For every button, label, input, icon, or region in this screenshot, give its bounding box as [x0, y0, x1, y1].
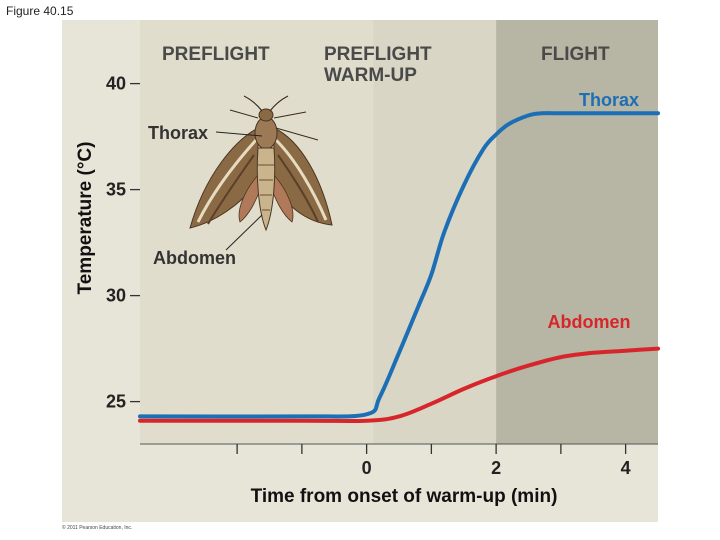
- moth-left-hindwing: [238, 174, 261, 223]
- series-label-abdomen: Abdomen: [548, 312, 631, 332]
- y-tick-label: 40: [106, 74, 126, 94]
- axis-ticks: [130, 82, 627, 454]
- phase-band-3: [496, 20, 658, 444]
- moth-head: [258, 108, 274, 122]
- moth-left-stripe-2: [207, 154, 255, 225]
- y-axis-title: Temperature (°C): [75, 142, 96, 295]
- moth-thorax-label: Thorax: [148, 123, 208, 143]
- moth-right-hindwing: [271, 174, 294, 223]
- phase-band-2: [373, 20, 497, 444]
- series-line-abdomen: [138, 346, 660, 424]
- phase-label-1: PREFLIGHT: [162, 44, 270, 65]
- phase-bands: [140, 20, 658, 445]
- series-line-thorax: [138, 111, 660, 419]
- moth-abdomen-label: Abdomen: [153, 248, 236, 268]
- thorax-pointer-line: [215, 131, 263, 137]
- moth-left-antenna: [243, 95, 263, 112]
- phase-label-line: FLIGHT: [541, 44, 610, 65]
- moth-left-stripe: [196, 138, 258, 223]
- moth-thorax: [254, 116, 278, 150]
- x-axis-title: Time from onset of warm-up (min): [251, 486, 558, 507]
- moth-abdomen: [256, 147, 276, 232]
- moth-leg-2: [273, 111, 307, 119]
- series-labels: Thorax Abdomen: [548, 90, 640, 332]
- phase-label-line: PREFLIGHT: [324, 44, 432, 65]
- y-tick-label: 30: [106, 286, 126, 306]
- figure-label: Figure 40.15: [6, 4, 74, 18]
- moth-right-stripe-2: [277, 154, 319, 223]
- x-tick-labels: 0 2 4: [362, 458, 631, 478]
- phase-label-line: WARM-UP: [324, 65, 417, 86]
- moth-leg-3: [275, 127, 319, 141]
- abdomen-pointer-line: [225, 214, 263, 251]
- x-tick-label: 0: [362, 458, 372, 478]
- phase-band-1: [140, 20, 374, 444]
- x-tick-label: 4: [621, 458, 631, 478]
- y-tick-label: 25: [106, 392, 126, 412]
- copyright-notice: © 2011 Pearson Education, Inc.: [62, 524, 132, 531]
- moth-illustration: Thorax Abdomen: [148, 95, 333, 268]
- phase-label-3: FLIGHT: [541, 44, 610, 65]
- moth-right-stripe: [274, 138, 328, 221]
- series-lines: [138, 111, 660, 424]
- phase-label-line: PREFLIGHT: [162, 44, 270, 65]
- y-tick-labels: 25 30 35 40: [106, 74, 126, 412]
- moth-leg-1: [229, 109, 259, 119]
- y-tick-label: 35: [106, 180, 126, 200]
- x-tick-label: 2: [491, 458, 501, 478]
- moth-right-antenna: [269, 95, 289, 112]
- phase-label-2: PREFLIGHT WARM-UP: [324, 44, 432, 86]
- series-label-thorax: Thorax: [579, 90, 639, 110]
